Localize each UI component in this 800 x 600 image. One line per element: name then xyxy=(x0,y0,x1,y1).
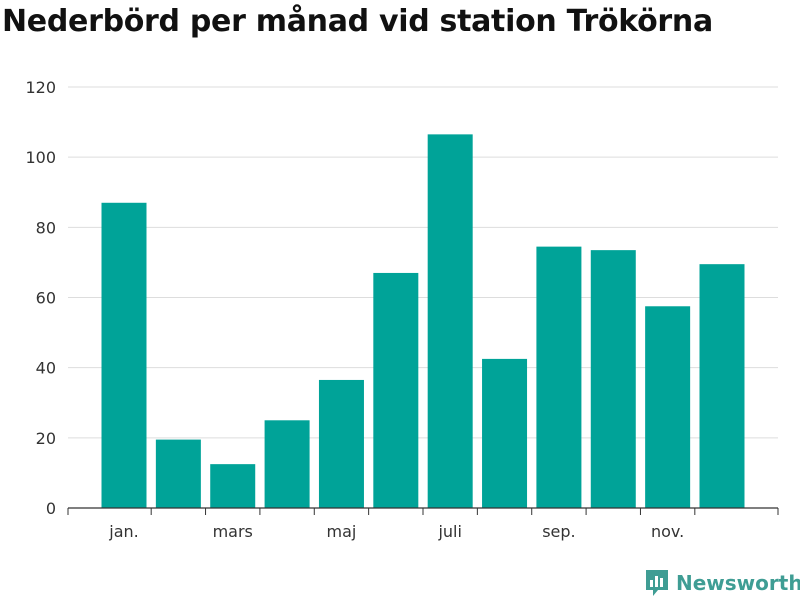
x-tick-label: mars xyxy=(213,522,253,541)
bar-apr. xyxy=(264,420,310,508)
x-tick-label: nov. xyxy=(651,522,684,541)
y-tick-label: 100 xyxy=(25,148,56,167)
x-tick-label: maj xyxy=(327,522,357,541)
newsworthy-logo: Newsworthy xyxy=(644,568,800,598)
brand-name: Newsworthy xyxy=(676,571,800,595)
bar-okt. xyxy=(590,250,636,508)
bar-dec. xyxy=(699,264,745,508)
y-tick-label: 40 xyxy=(36,359,56,378)
y-tick-label: 20 xyxy=(36,429,56,448)
chart-title: Nederbörd per månad vid station Trökörna xyxy=(2,4,713,39)
newsworthy-logo-icon xyxy=(646,570,668,596)
bar-jan. xyxy=(101,202,147,508)
bar-feb. xyxy=(155,439,201,508)
y-tick-label: 60 xyxy=(36,289,56,308)
bar-juli xyxy=(427,134,473,509)
bar-aug. xyxy=(482,358,528,508)
x-axis-labels: jan. mars maj juli sep. nov. xyxy=(108,522,684,541)
bar-juni xyxy=(373,272,419,508)
x-tick-label: sep. xyxy=(542,522,575,541)
bar-mars xyxy=(210,464,256,508)
x-tick-label: jan. xyxy=(108,522,138,541)
y-tick-label: 80 xyxy=(36,218,56,237)
bar-sep. xyxy=(536,246,582,509)
y-axis-labels: 0 20 40 60 80 100 120 xyxy=(25,78,56,518)
bar-nov. xyxy=(645,306,691,508)
y-tick-label: 0 xyxy=(46,499,56,518)
gridlines xyxy=(68,86,778,439)
bars xyxy=(101,134,745,509)
y-tick-label: 120 xyxy=(25,78,56,97)
x-axis xyxy=(67,507,779,515)
x-tick-label: juli xyxy=(437,522,461,541)
bar-maj xyxy=(318,379,364,508)
